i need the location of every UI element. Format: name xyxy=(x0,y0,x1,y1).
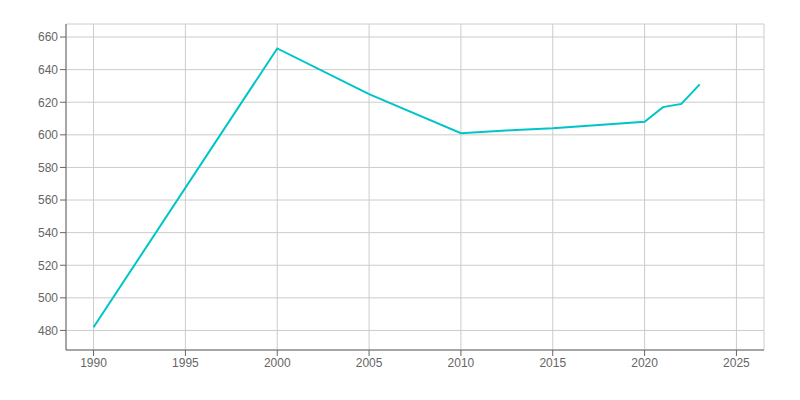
svg-text:480: 480 xyxy=(38,324,58,338)
svg-text:2015: 2015 xyxy=(539,356,566,370)
svg-text:620: 620 xyxy=(38,96,58,110)
svg-text:2000: 2000 xyxy=(264,356,291,370)
svg-text:580: 580 xyxy=(38,161,58,175)
svg-text:2025: 2025 xyxy=(723,356,750,370)
svg-text:2005: 2005 xyxy=(356,356,383,370)
svg-text:2010: 2010 xyxy=(448,356,475,370)
svg-text:2020: 2020 xyxy=(631,356,658,370)
svg-text:500: 500 xyxy=(38,291,58,305)
svg-text:640: 640 xyxy=(38,63,58,77)
svg-text:1995: 1995 xyxy=(172,356,199,370)
svg-text:1990: 1990 xyxy=(80,356,107,370)
svg-text:660: 660 xyxy=(38,30,58,44)
svg-text:560: 560 xyxy=(38,193,58,207)
svg-text:540: 540 xyxy=(38,226,58,240)
svg-text:520: 520 xyxy=(38,259,58,273)
svg-text:600: 600 xyxy=(38,128,58,142)
